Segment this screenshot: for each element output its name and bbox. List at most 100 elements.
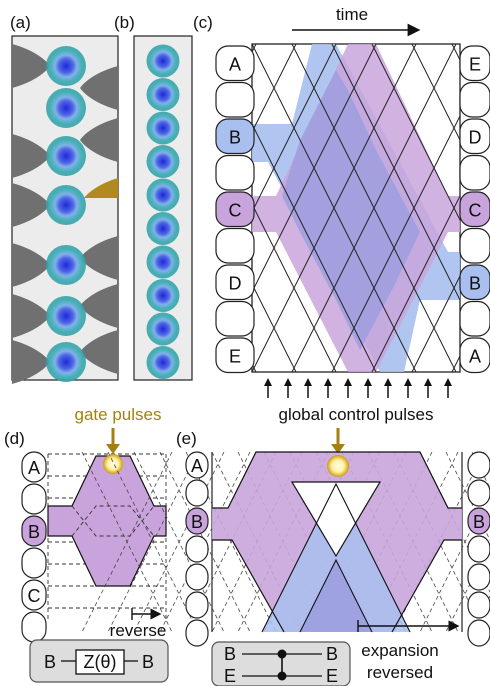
qubit-box <box>21 451 47 483</box>
control-pulse-arrowhead <box>444 378 452 386</box>
e-gate-top-right: B <box>326 644 338 664</box>
right-electrode-tip <box>80 284 118 328</box>
qubit-box <box>215 300 255 337</box>
qubit-box <box>459 45 490 82</box>
qubit-label: A <box>28 458 40 478</box>
swap-line <box>252 44 377 294</box>
left-electrode-tip <box>12 44 50 88</box>
qubit-box <box>21 547 47 579</box>
gate-glow <box>103 454 123 474</box>
qubit-box <box>215 154 255 191</box>
qubit-box <box>185 563 209 591</box>
qubit-label: D <box>229 273 242 293</box>
d-gate-right-label: B <box>142 652 154 672</box>
e-gate-bottom-right: E <box>326 666 338 686</box>
qubit-ion <box>146 178 180 212</box>
qubit-label: A <box>469 346 481 366</box>
qubit-ion <box>146 312 180 346</box>
z-gate-box <box>75 649 125 675</box>
electrode-tips-left <box>12 44 50 384</box>
qubit-label: A <box>229 54 241 74</box>
right-electrode-tip <box>80 236 118 280</box>
qubit-ion <box>146 44 180 78</box>
qubit-box <box>185 535 209 563</box>
qubit-box <box>467 591 490 619</box>
panel-d-diagram <box>47 453 167 620</box>
qubit-label: E <box>469 54 481 74</box>
global-control-caption: global control pulses <box>279 405 434 424</box>
qubit-ion <box>46 342 86 382</box>
qubit-label: A <box>191 456 203 476</box>
expansion-caption-2: reversed <box>367 663 433 682</box>
e-dashed-lattice <box>81 451 173 633</box>
e-outline-bottom <box>212 539 462 633</box>
qubit-box <box>215 337 255 374</box>
c-swap-network-fill <box>252 44 460 372</box>
control-pulse-arrowhead <box>324 378 332 386</box>
qubit-box <box>459 191 490 228</box>
purple-hexagon <box>47 455 167 587</box>
qubit-ion <box>46 185 86 225</box>
qubit-ion <box>146 346 180 379</box>
swap-line <box>291 44 457 372</box>
e-blue-region <box>262 484 410 632</box>
qubit-box <box>21 579 47 611</box>
qubit-box <box>467 535 490 563</box>
panel-label-e: (e) <box>176 429 197 448</box>
d-gate-left-label: B <box>44 652 56 672</box>
e-gate-glow <box>327 455 349 477</box>
qubit-box <box>185 451 209 479</box>
qubit-box <box>459 337 490 374</box>
qubit-ion <box>46 245 86 285</box>
left-electrode-tip <box>12 183 50 227</box>
control-pulse-arrowhead <box>424 378 432 386</box>
qubit-box <box>467 507 490 535</box>
qubit-ion <box>146 145 180 178</box>
reverse-label: reverse <box>110 621 167 640</box>
left-electrode-tip <box>12 340 50 384</box>
qubit-ion <box>146 212 180 245</box>
dashed-internal <box>71 505 155 537</box>
e-left-qubit-column: AB <box>185 451 209 647</box>
swap-line <box>252 282 297 372</box>
qubit-box <box>21 483 47 515</box>
expansion-caption-1: expansion <box>361 641 439 660</box>
qubit-label: B <box>28 522 40 542</box>
e-gate-bottom-left: E <box>224 666 236 686</box>
qubit-box <box>467 563 490 591</box>
d-qubit-column: A B C <box>21 451 47 643</box>
right-electrode-tip <box>80 66 118 110</box>
panel-e-diagram <box>81 451 490 633</box>
panel-label-d: (d) <box>4 429 25 448</box>
cz-dot-top <box>277 649 287 659</box>
c-right-qubit-column: E D C B A <box>459 45 490 374</box>
c-control-pulse-arrows <box>264 378 452 398</box>
qubit-box <box>467 479 490 507</box>
qubit-label: B <box>473 512 485 532</box>
qubit-chain-a <box>46 46 86 382</box>
qubit-ion <box>46 296 86 336</box>
qubit-box <box>459 227 490 264</box>
qubit-box <box>185 591 209 619</box>
gate-pulses-caption: gate pulses <box>75 405 162 424</box>
qubit-box <box>459 118 490 155</box>
qubit-box <box>185 507 209 535</box>
swap-line <box>331 114 460 372</box>
e-outline-top <box>212 451 462 509</box>
swap-line <box>252 44 297 134</box>
qubit-label: C <box>28 586 41 606</box>
d-gate-legend: B Z(θ) B <box>29 639 169 683</box>
qubit-label: C <box>229 200 242 220</box>
e-overlap-region <box>300 560 372 632</box>
qubit-ion <box>146 279 180 312</box>
qubit-label: D <box>469 127 482 147</box>
qubit-ion <box>46 136 86 176</box>
control-pulse-arrowhead <box>344 378 352 386</box>
left-electrode-tip <box>12 134 50 178</box>
left-electrode-tip <box>12 294 50 338</box>
qubit-box <box>459 264 490 301</box>
e-dashed-lattice <box>419 491 490 633</box>
control-pulse-arrowhead <box>284 378 292 386</box>
overlap-region <box>282 70 420 350</box>
